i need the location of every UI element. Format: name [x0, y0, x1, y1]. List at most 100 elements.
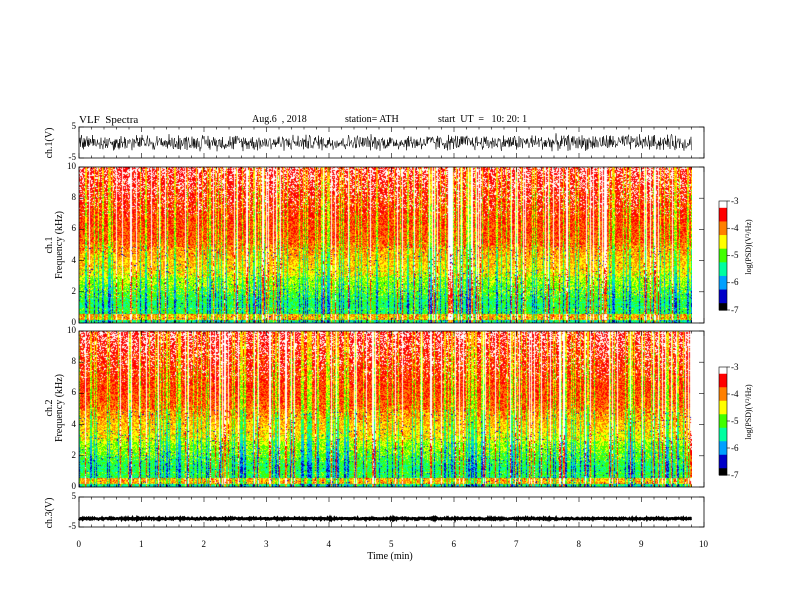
ch2-colorbar-swatch	[719, 457, 727, 460]
ch1-colorbar-swatch	[719, 266, 727, 269]
ch2-colorbar-swatch	[719, 418, 727, 421]
start-time-label: start UT = 10: 20: 1	[438, 114, 528, 125]
ch2-colorbar-swatch	[719, 453, 727, 456]
ch1-colorbar-swatch	[719, 299, 727, 302]
ch2-colorbar-swatch	[719, 381, 727, 384]
ch1-colorbar-swatch	[719, 251, 727, 254]
ch2-colorbar-swatch	[719, 388, 727, 391]
ch1-colorbar-swatch	[719, 202, 727, 205]
colorbar1-label: log(PSD)(V²/Hz)	[744, 219, 753, 275]
ch2-colorbar-swatch	[719, 456, 727, 459]
ch2-colorbar-swatch	[719, 416, 727, 419]
ch2-colorbar-swatch	[719, 427, 727, 430]
ch1-colorbar-swatch	[719, 225, 727, 228]
ch2-colorbar-swatch	[719, 473, 727, 476]
ch1-colorbar-swatch	[719, 222, 727, 225]
colorbar2-label: log(PSD)(V²/Hz)	[744, 384, 753, 440]
ch2-frequency-axis-label: Frequency (kHz)	[54, 373, 65, 443]
ch2-colorbar-tick-label: -6	[731, 442, 739, 453]
time-tick-label: 5	[389, 539, 394, 549]
ch1-colorbar-swatch	[719, 239, 727, 242]
ch2-colorbar-swatch	[719, 421, 727, 423]
s2-ytick-label: 8	[71, 356, 77, 367]
ch2-colorbar-swatch	[719, 400, 727, 403]
ch2-colorbar-swatch	[719, 431, 727, 434]
ch3-waveform-line	[77, 514, 693, 524]
ch1-colorbar-swatch	[719, 308, 727, 311]
ch2-colorbar-swatch	[719, 407, 727, 410]
ch1-colorbar-swatch	[719, 289, 727, 292]
ch1-colorbar-swatch	[719, 221, 727, 224]
ch2-colorbar-swatch	[719, 402, 727, 405]
ch2-colorbar-swatch	[719, 411, 727, 414]
ch1-colorbar-swatch	[719, 250, 727, 253]
x-axis-label: Time (min)	[367, 551, 413, 562]
ch3-voltage-axis-label: ch.3(V)	[44, 497, 55, 529]
ch2-colorbar-swatch	[719, 430, 727, 433]
ch2-colorbar-swatch	[719, 371, 727, 373]
ch1-colorbar-tick-label: -6	[731, 277, 739, 288]
ch1-colorbar-swatch	[719, 228, 727, 231]
time-tick-label: 10	[699, 539, 708, 549]
ch2-colorbar-swatch	[719, 448, 727, 450]
ch2-colorbar-swatch	[719, 443, 727, 446]
ch2-colorbar-swatch	[719, 429, 727, 432]
ch2-colorbar-tick-label: -4	[731, 388, 739, 399]
ch2-colorbar-swatch	[719, 379, 727, 382]
ch2-colorbar-swatch	[719, 437, 727, 440]
ch2-colorbar-swatch	[719, 464, 727, 467]
w3-ytick-label: -5	[68, 521, 77, 531]
ch1-colorbar-swatch	[719, 307, 727, 310]
ch1-colorbar-swatch	[719, 301, 727, 304]
ch1-colorbar-tick-label: -5	[731, 250, 739, 260]
ch1-colorbar-swatch	[719, 241, 727, 244]
ch2-colorbar-swatch	[719, 441, 727, 444]
ch1-colorbar-swatch	[719, 247, 727, 250]
ch2-colorbar-swatch	[719, 439, 727, 442]
ch1-colorbar-swatch	[719, 300, 727, 303]
ch1-colorbar-swatch	[719, 215, 727, 218]
ch2-colorbar-tick-label: -7	[731, 469, 739, 480]
ch1-colorbar-swatch	[719, 243, 727, 246]
ch2-colorbar-swatch	[719, 412, 727, 415]
ch1-colorbar-swatch	[719, 233, 727, 236]
ch1-colorbar-swatch	[719, 273, 727, 276]
ch2-colorbar-swatch	[719, 403, 727, 406]
time-tick-label: 4	[326, 539, 332, 549]
ch2-colorbar-swatch	[719, 406, 727, 409]
ch2-colorbar-swatch	[719, 458, 727, 461]
ch2-colorbar-swatch	[719, 368, 727, 371]
ch2-colorbar-swatch	[719, 468, 727, 471]
ch1-colorbar-swatch	[719, 232, 727, 235]
ch2-colorbar-swatch	[719, 470, 727, 473]
w1-ytick-label: 5	[71, 121, 77, 131]
ch2-colorbar-swatch	[719, 387, 727, 390]
time-tick-label: 3	[264, 539, 269, 549]
ch1-colorbar-swatch	[719, 285, 727, 288]
ch1-colorbar-swatch	[719, 214, 727, 217]
ch1-colorbar-swatch	[719, 296, 727, 299]
ch1-colorbar-swatch	[719, 235, 727, 238]
ch1-colorbar-swatch	[719, 297, 727, 300]
ch1-colorbar-swatch	[719, 236, 727, 239]
ch2-colorbar-swatch	[719, 433, 727, 436]
time-tick-label: 6	[451, 539, 457, 549]
ch1-frequency-axis-label: Frequency (kHz)	[54, 210, 65, 280]
ch2-colorbar-swatch	[719, 385, 727, 388]
ch2-colorbar-swatch	[719, 460, 727, 463]
ch1-colorbar-tick-label: -3	[731, 195, 739, 206]
ch1-colorbar-swatch	[719, 260, 727, 263]
ch1-colorbar-swatch	[719, 274, 727, 277]
ch1-colorbar-swatch	[719, 237, 727, 240]
ch2-colorbar-swatch	[719, 423, 727, 426]
ch1-voltage-axis-label: ch.1(V)	[44, 127, 55, 159]
s1-ytick-label: 2	[71, 285, 77, 296]
ch2-colorbar-tick-label: -5	[731, 415, 739, 426]
ch2-colorbar-swatch	[719, 450, 727, 453]
ch1-colorbar-swatch	[719, 286, 727, 289]
s2-ytick-label: 4	[71, 418, 77, 429]
ch1-colorbar-swatch	[719, 295, 727, 297]
ch2-colorbar-swatch	[719, 454, 727, 457]
ch1-colorbar-swatch	[719, 211, 727, 214]
